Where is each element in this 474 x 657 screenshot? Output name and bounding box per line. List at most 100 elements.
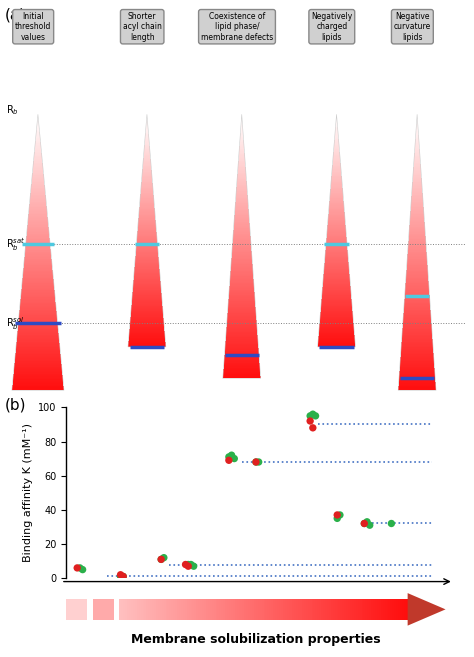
Text: Negative
curvature
lipids: Negative curvature lipids: [394, 12, 431, 41]
Polygon shape: [334, 145, 339, 146]
Polygon shape: [273, 599, 275, 620]
Polygon shape: [403, 313, 431, 314]
Polygon shape: [132, 296, 162, 297]
Polygon shape: [320, 311, 353, 312]
Polygon shape: [415, 142, 419, 143]
Polygon shape: [248, 599, 250, 620]
Y-axis label: Binding affinity K (mM⁻¹): Binding affinity K (mM⁻¹): [23, 423, 33, 562]
Polygon shape: [411, 202, 423, 203]
Polygon shape: [335, 139, 338, 140]
Polygon shape: [225, 350, 259, 351]
Polygon shape: [137, 243, 157, 244]
Polygon shape: [216, 599, 218, 620]
Polygon shape: [326, 246, 347, 248]
Polygon shape: [327, 231, 346, 233]
Polygon shape: [162, 599, 164, 620]
Polygon shape: [144, 149, 150, 150]
Polygon shape: [401, 339, 433, 340]
Polygon shape: [142, 180, 152, 181]
Polygon shape: [145, 143, 149, 145]
Polygon shape: [321, 304, 352, 305]
Polygon shape: [407, 263, 428, 264]
Polygon shape: [227, 316, 256, 317]
Polygon shape: [123, 599, 125, 620]
Polygon shape: [23, 269, 53, 271]
Polygon shape: [414, 156, 420, 157]
Polygon shape: [14, 368, 62, 369]
Polygon shape: [127, 599, 129, 620]
Polygon shape: [417, 124, 418, 125]
Polygon shape: [283, 599, 285, 620]
Bar: [66, 599, 87, 620]
Polygon shape: [27, 223, 48, 224]
Polygon shape: [236, 194, 247, 195]
Polygon shape: [408, 252, 427, 253]
Polygon shape: [321, 299, 352, 300]
Point: [225, 451, 233, 462]
Polygon shape: [136, 248, 158, 249]
Polygon shape: [407, 261, 427, 263]
Polygon shape: [29, 207, 47, 209]
Polygon shape: [416, 129, 418, 131]
Polygon shape: [403, 319, 431, 321]
Polygon shape: [25, 250, 51, 252]
Polygon shape: [406, 279, 428, 281]
Point: [119, 571, 127, 581]
Polygon shape: [414, 159, 420, 160]
Polygon shape: [241, 129, 243, 130]
Polygon shape: [413, 177, 421, 178]
Polygon shape: [136, 254, 158, 256]
Polygon shape: [25, 252, 51, 253]
Polygon shape: [322, 288, 351, 290]
Polygon shape: [323, 281, 350, 283]
Polygon shape: [139, 599, 141, 620]
Polygon shape: [326, 242, 347, 243]
Polygon shape: [28, 214, 47, 215]
Polygon shape: [417, 118, 418, 120]
Polygon shape: [137, 237, 157, 238]
Polygon shape: [412, 181, 422, 182]
Polygon shape: [322, 292, 351, 293]
Polygon shape: [401, 357, 434, 358]
Polygon shape: [241, 120, 242, 121]
Polygon shape: [324, 263, 349, 264]
Polygon shape: [238, 169, 246, 170]
Polygon shape: [34, 153, 42, 154]
Polygon shape: [401, 343, 433, 344]
Point: [117, 570, 124, 580]
Polygon shape: [130, 317, 164, 318]
Polygon shape: [227, 325, 257, 327]
Polygon shape: [321, 599, 323, 620]
Polygon shape: [18, 328, 58, 329]
Polygon shape: [142, 177, 152, 179]
Polygon shape: [225, 352, 259, 353]
Polygon shape: [137, 229, 156, 230]
Point: [306, 411, 314, 421]
Polygon shape: [16, 351, 60, 353]
Polygon shape: [399, 383, 436, 385]
Polygon shape: [241, 122, 242, 124]
Text: Membrane solubilization properties: Membrane solubilization properties: [131, 633, 381, 646]
Polygon shape: [139, 215, 155, 216]
Polygon shape: [14, 365, 62, 367]
Polygon shape: [12, 383, 64, 385]
Polygon shape: [328, 219, 345, 221]
Polygon shape: [328, 214, 345, 215]
Polygon shape: [138, 223, 156, 224]
Polygon shape: [132, 297, 162, 298]
Polygon shape: [406, 278, 428, 279]
Polygon shape: [33, 166, 43, 167]
Polygon shape: [319, 330, 354, 332]
Polygon shape: [402, 338, 432, 339]
Polygon shape: [36, 129, 39, 131]
Polygon shape: [336, 120, 337, 122]
Polygon shape: [35, 143, 41, 145]
Point: [312, 411, 319, 421]
Polygon shape: [229, 287, 254, 288]
Point: [157, 554, 165, 564]
Polygon shape: [322, 293, 351, 294]
Polygon shape: [227, 599, 229, 620]
Polygon shape: [28, 215, 47, 217]
Polygon shape: [171, 599, 173, 620]
Polygon shape: [320, 315, 353, 317]
